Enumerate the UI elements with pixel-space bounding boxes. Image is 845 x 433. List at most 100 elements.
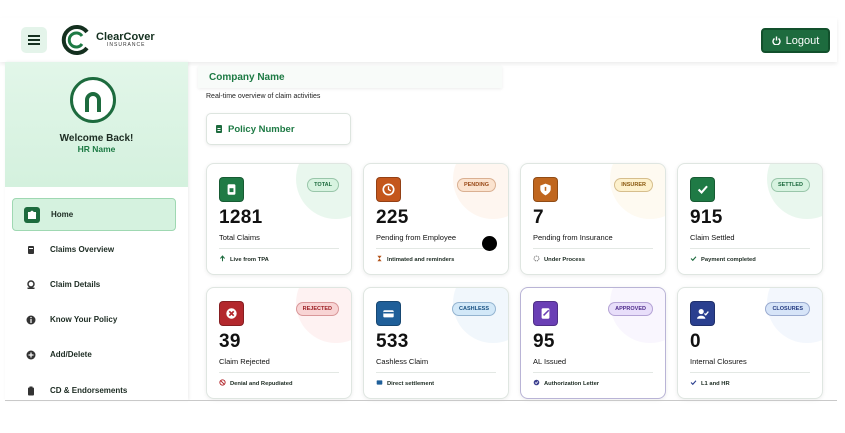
card-value: 7 — [533, 207, 544, 228]
note-text: Intimated and reminders — [387, 256, 455, 263]
card-value: 1281 — [219, 207, 263, 228]
icon — [27, 279, 35, 289]
icon — [540, 183, 551, 196]
card-note: Live from TPA — [219, 255, 269, 264]
card-label: Pending from Employee — [376, 233, 457, 242]
card-badge: SETTLED — [770, 178, 810, 192]
note-icon — [533, 255, 540, 264]
icon — [28, 386, 34, 395]
note-text: Live from TPA — [230, 256, 269, 263]
menu-icon — [23, 383, 39, 399]
menu-label: CD & Endorsements — [50, 386, 128, 395]
menu-item[interactable]: Know Your Policy — [12, 303, 176, 336]
cursor — [482, 236, 497, 251]
icon — [377, 255, 382, 262]
profile-panel: Welcome Back! HR Name — [5, 62, 188, 187]
icon — [28, 245, 34, 254]
doc-icon — [216, 125, 222, 133]
note-text: Payment completed — [701, 256, 756, 263]
stat-card[interactable]: REJECTED 39 Claim Rejected Denial and Repud… — [206, 287, 352, 399]
logout-button[interactable]: Logout — [761, 28, 830, 53]
card-divider — [690, 248, 810, 249]
icon — [227, 184, 236, 195]
policy-label: Policy Number — [228, 123, 295, 135]
menu-item[interactable]: Home — [12, 198, 176, 231]
subtitle: Real-time overview of claim activities — [206, 93, 321, 100]
stat-card[interactable]: SETTLED 915 Claim Settled Payment completed — [677, 163, 823, 275]
icon — [382, 183, 395, 196]
card-note: Denial and Repudiated — [219, 379, 293, 388]
menu-item[interactable]: CD & Endorsements — [12, 374, 176, 407]
bottom-border — [5, 400, 837, 401]
icon — [690, 380, 697, 386]
note-text: Authorization Letter — [544, 380, 600, 387]
icon — [697, 308, 709, 319]
avatar — [70, 77, 116, 123]
stat-card[interactable]: CASHLESS 533 Cashless Claim Direct settleme… — [363, 287, 509, 399]
card-label: Cashless Claim — [376, 357, 429, 366]
welcome-text: Welcome Back! — [59, 133, 134, 144]
card-icon — [533, 301, 558, 326]
menu-label: Add/Delete — [50, 350, 92, 359]
card-badge: TOTAL — [307, 178, 339, 192]
menu-item[interactable]: Claim Details — [12, 268, 176, 301]
note-text: Denial and Repudiated — [230, 380, 293, 387]
brand-name: ClearCover — [96, 31, 155, 43]
icon — [226, 308, 237, 319]
hamburger-icon — [28, 35, 40, 45]
card-divider — [533, 248, 653, 249]
icon — [27, 210, 37, 219]
card-divider — [533, 372, 653, 373]
icon — [376, 380, 383, 385]
stat-card[interactable]: APPROVED 95 AL Issued Authorization Letter — [520, 287, 666, 399]
brand-subtitle: INSURANCE — [107, 42, 146, 48]
icon — [220, 255, 225, 262]
menu-icon — [23, 347, 39, 363]
card-value: 39 — [219, 331, 241, 352]
icon — [690, 256, 697, 262]
sidebar: Welcome Back! HR Name Home Claims Overvie… — [5, 62, 188, 400]
card-badge: CASHLESS — [452, 302, 496, 316]
card-icon — [376, 301, 401, 326]
card-label: Total Claims — [219, 233, 260, 242]
menu-icon — [23, 312, 39, 328]
icon — [533, 255, 540, 262]
icon — [533, 379, 540, 386]
card-divider — [376, 372, 496, 373]
card-note: Intimated and reminders — [376, 255, 454, 264]
card-note: Authorization Letter — [533, 379, 599, 388]
stat-card[interactable]: INSURER 7 Pending from Insurance Under Proc… — [520, 163, 666, 275]
menu-item[interactable]: Add/Delete — [12, 338, 176, 371]
card-note: L1 and HR — [690, 379, 730, 388]
card-value: 0 — [690, 331, 701, 352]
menu-item[interactable]: Claims Overview — [12, 233, 176, 266]
card-divider — [219, 248, 339, 249]
card-label: Claim Rejected — [219, 357, 270, 366]
icon — [697, 185, 708, 195]
menu-label: Claims Overview — [50, 245, 115, 254]
card-value: 533 — [376, 331, 409, 352]
card-label: Internal Closures — [690, 357, 747, 366]
note-icon — [690, 379, 697, 388]
note-text: Under Process — [544, 256, 585, 263]
card-note: Under Process — [533, 255, 585, 264]
stat-card[interactable]: TOTAL 1281 Total Claims Live from TPA — [206, 163, 352, 275]
card-label: AL Issued — [533, 357, 567, 366]
menu-toggle[interactable] — [21, 27, 47, 53]
stat-card[interactable]: PENDING 225 Pending from Employee Intimated… — [363, 163, 509, 275]
menu-icon — [23, 277, 39, 293]
policy-selector[interactable]: Policy Number — [206, 113, 351, 145]
card-note: Payment completed — [690, 255, 756, 264]
icon — [219, 379, 226, 386]
menu-label: Home — [51, 210, 74, 219]
menu-icon — [23, 242, 39, 258]
menu-label: Know Your Policy — [50, 315, 118, 324]
stat-card[interactable]: CLOSURES 0 Internal Closures L1 and HR — [677, 287, 823, 399]
card-value: 915 — [690, 207, 723, 228]
note-text: Direct settlement — [387, 380, 435, 387]
icon — [26, 350, 36, 359]
card-value: 95 — [533, 331, 555, 352]
icon — [383, 310, 394, 318]
card-icon — [690, 177, 715, 202]
